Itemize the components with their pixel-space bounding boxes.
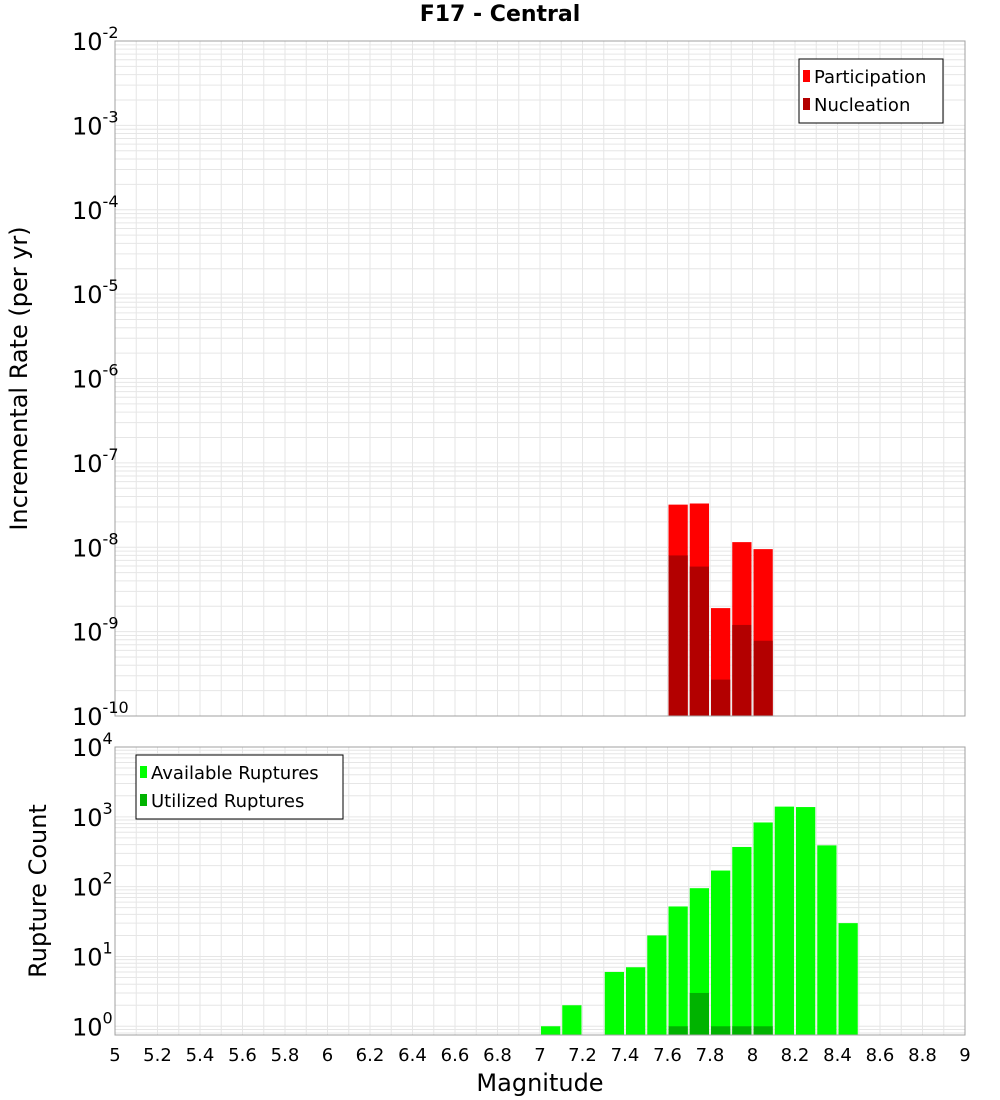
x-tick-label: 6 (322, 1045, 333, 1066)
available-ruptures-bar (732, 846, 752, 1035)
x-tick-label: 8.2 (781, 1045, 810, 1066)
available-ruptures-bar (647, 935, 667, 1035)
x-tick-labels: 5 5.2 5.4 5.6 5.8 6 6.2 6.4 6.6 6.8 7 7.2 7.4 7.6 7.8 8… (109, 1045, 970, 1066)
utilized-ruptures-bar (753, 1026, 773, 1035)
legend-entry: Participation (814, 67, 926, 88)
available-ruptures-bar (604, 971, 624, 1035)
y-tick-label: 10-6 (72, 361, 119, 394)
x-tick-label: 7.6 (653, 1045, 682, 1066)
legend-swatch (140, 766, 147, 778)
x-tick-label: 9 (959, 1045, 970, 1066)
legend-box (798, 58, 944, 124)
bottom-plot-frame (114, 746, 966, 1036)
available-ruptures-bar (711, 870, 731, 1035)
y-tick-label: 10-4 (72, 192, 119, 225)
y-tick-label: 103 (72, 799, 113, 832)
x-tick-label: 7.4 (611, 1045, 640, 1066)
utilized-ruptures-bar (689, 992, 709, 1035)
utilized-ruptures-bar (711, 1026, 731, 1035)
nucleation-bar (732, 624, 752, 716)
x-tick-label: 5.4 (186, 1045, 215, 1066)
y-tick-label: 10-9 (72, 614, 119, 647)
utilized-ruptures-bar (668, 1026, 688, 1035)
top-y-axis-label: Incremental Rate (per yr) (5, 226, 33, 530)
x-tick-label: 6.2 (356, 1045, 385, 1066)
legend-entry: Utilized Ruptures (151, 791, 304, 812)
y-tick-label: 102 (72, 869, 113, 902)
x-tick-label: 7.8 (696, 1045, 725, 1066)
x-tick-label: 8.6 (866, 1045, 895, 1066)
y-tick-label: 10-3 (72, 107, 119, 140)
y-tick-label: 10-5 (72, 276, 119, 309)
available-ruptures-bar (668, 906, 688, 1035)
x-tick-label: 5 (109, 1045, 120, 1066)
y-tick-label: 10-2 (72, 23, 119, 56)
available-ruptures-bar (774, 806, 794, 1035)
nucleation-bar (668, 555, 688, 716)
x-tick-label: 6.8 (483, 1045, 512, 1066)
x-tick-label: 5.8 (271, 1045, 300, 1066)
available-ruptures-bar (562, 1005, 582, 1035)
legend-swatch (803, 70, 810, 82)
x-tick-label: 5.2 (143, 1045, 172, 1066)
x-tick-label: 8.8 (908, 1045, 937, 1066)
top-bars (668, 503, 773, 716)
nucleation-bar (689, 566, 709, 716)
available-ruptures-bar (626, 967, 646, 1035)
x-tick-label: 6.4 (398, 1045, 427, 1066)
legend-swatch (140, 794, 147, 806)
y-tick-label: 104 (72, 729, 113, 762)
legend-box (135, 754, 344, 820)
legend-swatch (803, 98, 810, 110)
x-tick-label: 8.4 (823, 1045, 852, 1066)
legend-entry: Available Ruptures (151, 763, 319, 784)
y-tick-label: 101 (72, 938, 113, 971)
bottom-y-tick-labels: 104 103 102 101 100 (72, 729, 113, 1041)
chart-title: F17 - Central (419, 2, 581, 27)
x-axis-label: Magnitude (476, 1069, 603, 1097)
x-tick-label: 5.6 (228, 1045, 257, 1066)
bottom-bars (541, 806, 858, 1035)
top-gridlines (114, 41, 966, 717)
nucleation-bar (753, 640, 773, 716)
legend-entry: Nucleation (814, 95, 910, 116)
nucleation-bar (711, 679, 731, 716)
top-legend: Participation Nucleation (798, 58, 944, 124)
y-tick-label: 10-8 (72, 529, 119, 562)
y-tick-label: 100 (72, 1008, 113, 1041)
available-ruptures-bar (541, 1026, 561, 1035)
y-tick-label: 10-10 (72, 698, 129, 731)
top-plot-frame (114, 40, 966, 717)
bottom-legend: Available Ruptures Utilized Ruptures (135, 754, 344, 820)
available-ruptures-bar (796, 807, 816, 1035)
x-tick-label: 6.6 (441, 1045, 470, 1066)
top-y-tick-labels: 10-2 10-3 10-4 10-5 10-6 10-7 10-8 10-9 10-10 (72, 23, 129, 731)
x-tick-label: 8 (747, 1045, 758, 1066)
utilized-ruptures-bar (732, 1026, 752, 1035)
bottom-y-axis-label: Rupture Count (24, 804, 52, 978)
available-ruptures-bar (817, 845, 837, 1035)
available-ruptures-bar (753, 822, 773, 1035)
y-tick-label: 10-7 (72, 445, 119, 478)
x-tick-label: 7.2 (568, 1045, 597, 1066)
available-ruptures-bar (838, 923, 858, 1035)
x-tick-label: 7 (534, 1045, 545, 1066)
